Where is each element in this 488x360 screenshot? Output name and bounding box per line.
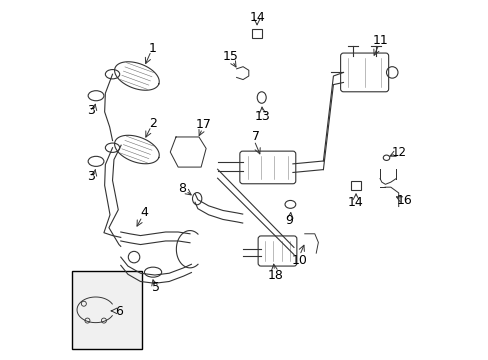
Bar: [72, 271, 142, 348]
Text: 14: 14: [249, 11, 264, 24]
Text: 2: 2: [149, 117, 157, 130]
Text: 16: 16: [396, 194, 411, 207]
Text: 7: 7: [251, 130, 259, 143]
Text: 11: 11: [372, 34, 387, 48]
Text: 3: 3: [87, 104, 95, 117]
Text: 14: 14: [347, 197, 363, 210]
Text: 4: 4: [140, 207, 148, 220]
Bar: [351, 181, 360, 190]
Text: 18: 18: [267, 269, 283, 282]
Text: 3: 3: [87, 170, 95, 183]
Text: 17: 17: [196, 118, 211, 131]
Bar: [252, 29, 261, 38]
Text: 9: 9: [285, 215, 293, 228]
Text: 13: 13: [254, 111, 270, 123]
Text: 5: 5: [151, 282, 159, 294]
Text: 8: 8: [178, 182, 186, 195]
Text: 12: 12: [390, 145, 406, 158]
Text: 6: 6: [115, 305, 122, 318]
Text: 1: 1: [149, 42, 157, 55]
Text: 15: 15: [222, 50, 238, 63]
Text: 10: 10: [291, 254, 306, 267]
